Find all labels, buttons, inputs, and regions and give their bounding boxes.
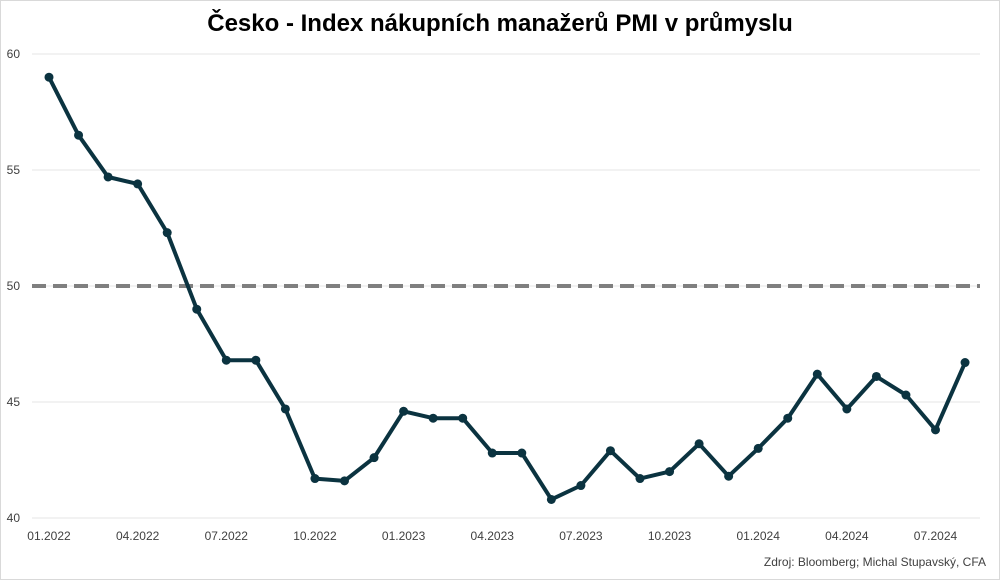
x-tick-label: 04.2024 <box>825 529 869 543</box>
data-point <box>635 474 645 484</box>
data-point <box>812 369 822 379</box>
x-axis-ticks: 01.2022 04.2022 07.2022 10.2022 01.2023 04.20… <box>27 529 957 543</box>
data-point <box>724 471 734 481</box>
data-point <box>753 443 763 453</box>
chart-title: Česko - Index nákupních manažerů PMI v p… <box>207 10 793 37</box>
x-tick-label: 07.2024 <box>914 529 958 543</box>
data-point <box>280 404 290 414</box>
data-point <box>221 355 231 365</box>
data-point <box>133 179 143 189</box>
data-point <box>960 358 970 368</box>
data-point <box>369 453 379 463</box>
data-point <box>871 371 881 381</box>
data-point <box>192 304 202 314</box>
data-point <box>576 481 586 491</box>
y-axis-ticks: 40 45 50 55 60 <box>7 47 21 525</box>
y-tick-label: 50 <box>7 279 21 293</box>
data-point <box>103 172 113 182</box>
x-tick-label: 01.2022 <box>27 529 71 543</box>
data-point <box>399 406 409 416</box>
y-tick-label: 60 <box>7 47 21 61</box>
source-note: Zdroj: Bloomberg; Michal Stupavský, CFA <box>763 555 986 569</box>
data-point <box>901 390 911 400</box>
y-tick-label: 40 <box>7 511 21 525</box>
x-tick-label: 07.2023 <box>559 529 603 543</box>
x-tick-label: 04.2023 <box>471 529 515 543</box>
x-tick-label: 04.2022 <box>116 529 160 543</box>
x-tick-label: 10.2022 <box>293 529 337 543</box>
y-tick-label: 55 <box>7 163 21 177</box>
data-point <box>546 494 556 504</box>
data-point <box>44 72 54 82</box>
data-point <box>665 467 675 477</box>
data-point <box>694 439 704 449</box>
x-tick-label: 10.2023 <box>648 529 692 543</box>
data-point <box>251 355 261 365</box>
data-point <box>605 446 615 456</box>
series-group <box>44 72 970 504</box>
data-point <box>517 448 527 458</box>
data-point <box>842 404 852 414</box>
x-tick-label: 07.2022 <box>205 529 249 543</box>
x-tick-label: 01.2023 <box>382 529 426 543</box>
data-point <box>162 228 172 238</box>
series-line <box>47 75 968 502</box>
x-tick-label: 01.2024 <box>737 529 781 543</box>
data-point <box>310 474 320 484</box>
data-point <box>74 130 84 140</box>
data-point <box>428 413 438 423</box>
data-point <box>487 448 497 458</box>
data-point <box>340 476 349 486</box>
data-point <box>931 425 940 435</box>
data-point <box>783 413 793 423</box>
data-point <box>458 413 468 423</box>
y-tick-label: 45 <box>7 395 21 409</box>
